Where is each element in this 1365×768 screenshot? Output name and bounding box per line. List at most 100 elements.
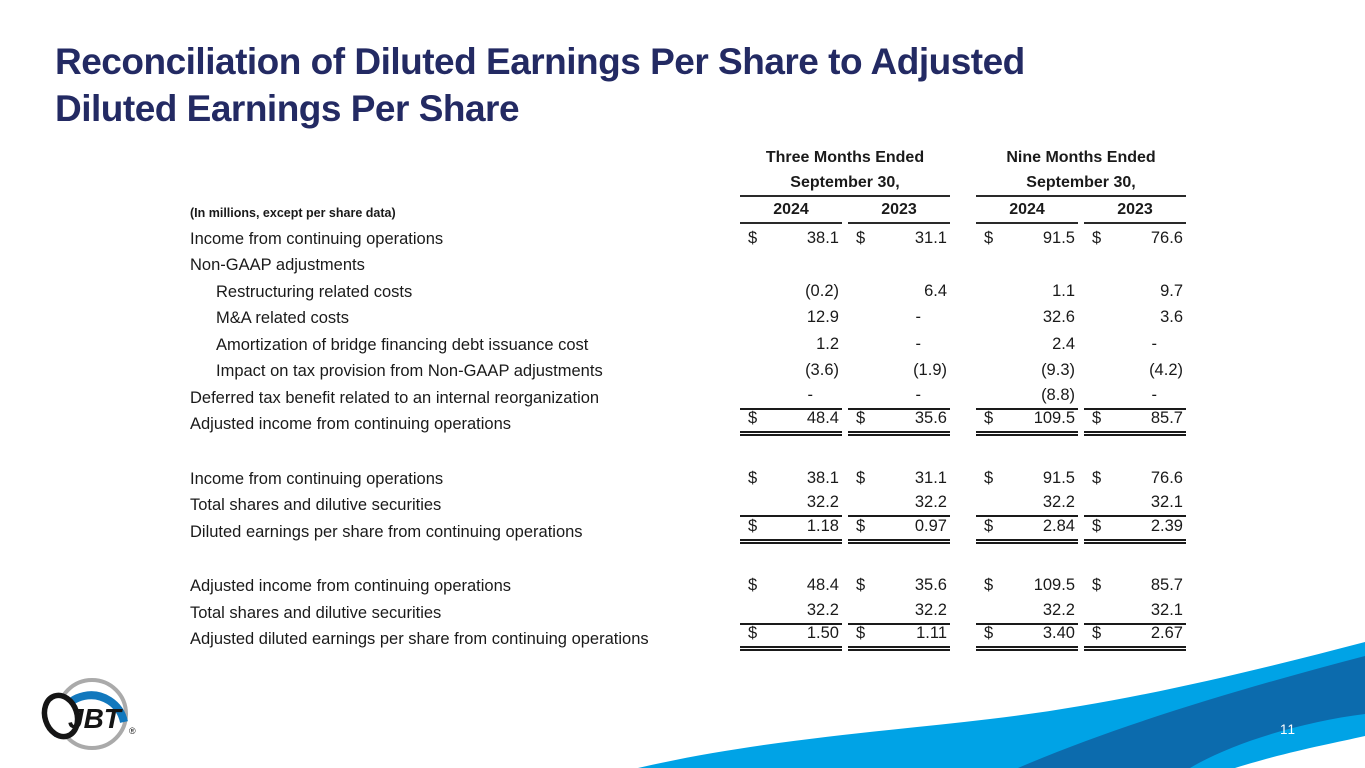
value-cell: (8.8) (976, 383, 1078, 410)
value-cell: 32.2 (740, 490, 842, 517)
slide-title-line1: Reconciliation of Diluted Earnings Per S… (55, 41, 1025, 82)
value-cell (976, 276, 1078, 277)
wave-svg (638, 642, 1365, 768)
value-cell: 1.2 (740, 332, 842, 357)
value-cell: $48.4 (740, 406, 842, 436)
value-cell: 32.1 (1084, 598, 1186, 625)
cell-value: 48.4 (806, 576, 839, 594)
value-cell: $2.39 (1084, 514, 1186, 544)
currency-symbol: $ (748, 228, 758, 247)
value-cell: $1.50 (740, 621, 842, 651)
cell-value: 2.39 (1150, 516, 1183, 535)
table-row: Deferred tax benefit related to an inter… (190, 383, 1186, 410)
value-cell: $38.1 (740, 226, 842, 251)
currency-symbol: $ (1092, 468, 1102, 487)
value-cell: $109.5 (976, 573, 1078, 598)
value-cell: - (1084, 332, 1186, 357)
table-row: Amortization of bridge financing debt is… (190, 330, 1186, 357)
row-label: Adjusted income from continuing operatio… (190, 577, 512, 595)
table-row: M&A related costs 12.9 - 32.6 3.6 (190, 304, 1186, 331)
value-cell: (3.6) (740, 358, 842, 383)
row-label: Income from continuing operations (190, 229, 444, 248)
cell-value: 38.1 (806, 468, 839, 487)
cell-value: 85.7 (1150, 409, 1183, 427)
column-group-date-three: September 30, (740, 171, 950, 197)
cell-value: 0.97 (914, 516, 947, 535)
value-cell (848, 276, 950, 277)
cell-value: 1.50 (806, 624, 839, 642)
cell-value: 91.5 (1042, 228, 1075, 247)
table-row: Impact on tax provision from Non-GAAP ad… (190, 357, 1186, 384)
row-label: Impact on tax provision from Non-GAAP ad… (216, 362, 603, 380)
value-cell (1084, 276, 1186, 277)
value-cell: (0.2) (740, 279, 842, 304)
svg-text:JBT: JBT (68, 703, 124, 734)
cell-value: 32.6 (1042, 308, 1075, 326)
value-cell: (9.3) (976, 358, 1078, 383)
cell-value: 3.6 (1160, 308, 1183, 326)
value-cell: (4.2) (1084, 358, 1186, 383)
cell-value: 91.5 (1042, 468, 1075, 487)
cell-value: - (915, 308, 922, 326)
currency-symbol: $ (748, 468, 758, 487)
cell-value: 3.40 (1042, 624, 1075, 642)
cell-value: - (915, 385, 922, 404)
jbt-logo: JBT ® (34, 668, 144, 763)
value-cell: - (848, 305, 950, 330)
table-row: Income from continuing operations $38.1 $3… (190, 224, 1186, 251)
table-body: Income from continuing operations $38.1 $3… (190, 224, 1186, 651)
currency-symbol: $ (1092, 409, 1102, 427)
page-number: 11 (1280, 722, 1297, 737)
cell-value: 32.2 (806, 493, 839, 511)
jbt-logo-icon: JBT ® (41, 678, 136, 750)
value-cell: 32.1 (1084, 490, 1186, 517)
currency-symbol: $ (984, 624, 994, 642)
column-group-nine-months: Nine Months Ended (1006, 149, 1156, 166)
cell-value: - (1151, 334, 1158, 353)
cell-value: 2.84 (1042, 516, 1075, 535)
bottom-wave-decoration (0, 618, 1365, 768)
currency-symbol: $ (984, 409, 994, 427)
table-row: Restructuring related costs (0.2) 6.4 1.1 9.… (190, 277, 1186, 304)
table-row: Adjusted income from continuing operatio… (190, 409, 1186, 436)
slide-title: Reconciliation of Diluted Earnings Per S… (55, 38, 1295, 132)
value-cell: $91.5 (976, 226, 1078, 251)
value-cell: - (848, 332, 950, 357)
cell-value: 9.7 (1160, 281, 1183, 300)
cell-value: 32.2 (1042, 493, 1075, 511)
currency-symbol: $ (984, 576, 994, 594)
cell-value: 76.6 (1150, 468, 1183, 487)
value-cell: - (740, 383, 842, 410)
value-cell: 32.2 (848, 598, 950, 625)
value-cell: $35.6 (848, 406, 950, 436)
value-cell: $1.18 (740, 514, 842, 544)
value-cell: 6.4 (848, 279, 950, 304)
cell-value: 1.18 (806, 516, 839, 535)
row-label: Restructuring related costs (216, 282, 413, 301)
row-label: M&A related costs (216, 309, 349, 327)
cell-value: 48.4 (806, 409, 839, 427)
currency-symbol: $ (1092, 516, 1102, 535)
value-cell: $76.6 (1084, 466, 1186, 491)
cell-value: - (915, 334, 922, 353)
units-note: (In millions, except per share data) (190, 206, 396, 220)
value-cell: $48.4 (740, 573, 842, 598)
cell-value: 32.2 (806, 600, 839, 619)
svg-text:®: ® (129, 726, 136, 736)
cell-value: 1.1 (1052, 281, 1075, 300)
cell-value: 32.1 (1150, 493, 1183, 511)
currency-symbol: $ (748, 516, 758, 535)
cell-value: 109.5 (1033, 576, 1075, 594)
currency-symbol: $ (984, 228, 994, 247)
cell-value: (3.6) (805, 361, 839, 379)
cell-value: 35.6 (914, 409, 947, 427)
row-label: Non-GAAP adjustments (190, 256, 365, 274)
currency-symbol: $ (856, 228, 866, 247)
cell-value: 31.1 (914, 228, 947, 247)
row-label: Total shares and dilutive securities (190, 603, 442, 622)
table-row: Diluted earnings per share from continui… (190, 517, 1186, 544)
cell-value: 38.1 (806, 228, 839, 247)
value-cell: 1.1 (976, 279, 1078, 304)
value-cell: 32.2 (848, 490, 950, 517)
